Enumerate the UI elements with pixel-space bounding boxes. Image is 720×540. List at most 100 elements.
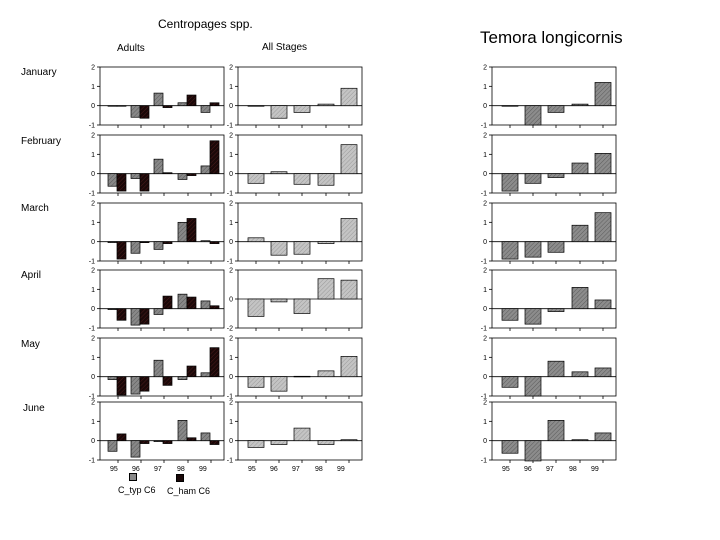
temora-april-ytick-label: 2 — [483, 268, 487, 275]
allstages-january-bar — [340, 87, 358, 107]
adults-april-ytick-label: 2 — [91, 268, 95, 275]
temora-february-ytick-label: -1 — [481, 191, 487, 198]
adults-june-ham-bar — [162, 440, 173, 444]
allstages-february-bar — [293, 173, 311, 185]
allstages-june-xtick-label: 98 — [315, 466, 323, 473]
month-label-february: February — [21, 136, 62, 147]
allstages-february-bar — [317, 173, 335, 186]
temora-may-bar — [547, 360, 565, 378]
adults-april-ham-bar — [209, 305, 220, 310]
adults-march-typ-bar — [200, 240, 211, 243]
adults-march-ham-bar — [186, 218, 197, 243]
allstages-may-ytick-label: 0 — [229, 374, 233, 381]
adults-april-frame — [99, 269, 225, 329]
temora-january-ytick-label: -1 — [481, 123, 487, 130]
legend-ham-swatch — [176, 474, 184, 482]
temora-march-ytick-label: -1 — [481, 259, 487, 266]
allstages-april-ytick-label: 2 — [229, 268, 233, 275]
adults-june-ytick-label: 0 — [91, 438, 95, 445]
allstages-may-ytick-label: 1 — [229, 355, 233, 362]
adults-june-ham-bar — [116, 433, 127, 442]
adults-february-ytick-label: 2 — [91, 133, 95, 140]
temora-january-bar — [547, 105, 565, 113]
adults-february-ham-bar — [209, 140, 220, 175]
adults-january-typ-bar — [200, 105, 211, 113]
adults-february-ytick-label: -1 — [89, 191, 95, 198]
temora-april-frame — [491, 269, 617, 329]
allstages-february-ytick-label: 0 — [229, 171, 233, 178]
adults-february-ham-bar — [186, 173, 197, 176]
temora-april-bar — [571, 287, 589, 310]
month-label-january: January — [21, 67, 57, 78]
temora-june-bar — [571, 439, 589, 442]
allstages-may-bar — [247, 376, 265, 388]
allstages-june-bar — [317, 440, 335, 445]
temora-april-ytick-label: 0 — [483, 306, 487, 313]
allstages-february-bar — [340, 144, 358, 175]
temora-march-frame — [491, 202, 617, 262]
allstages-march-bar — [247, 237, 265, 243]
month-label-june: June — [23, 403, 45, 414]
adults-february-typ-bar — [177, 173, 188, 180]
adults-may-ham-bar — [209, 347, 220, 378]
temora-march-bar — [594, 212, 612, 243]
adults-january-ham-bar — [116, 105, 127, 107]
allstages-march-bar — [293, 241, 311, 255]
allstages-april-bar — [293, 298, 311, 314]
temora-june-frame — [491, 401, 617, 461]
temora-march-ytick-label: 0 — [483, 239, 487, 246]
allstages-february-bar — [247, 173, 265, 184]
allstages-march-bar — [270, 241, 288, 256]
allstages-january-bar — [293, 105, 311, 113]
temora-may-frame — [491, 337, 617, 397]
temora-june-xtick-label: 99 — [591, 466, 599, 473]
adults-february-typ-bar — [130, 173, 141, 179]
temora-january-ytick-label: 1 — [483, 84, 487, 91]
adults-may-ham-bar — [139, 376, 150, 392]
allstages-march-bar — [340, 218, 358, 243]
allstages-february-frame — [237, 134, 363, 194]
temora-february-ytick-label: 1 — [483, 152, 487, 159]
allstages-may-bar — [270, 376, 288, 392]
adults-may-typ-bar — [177, 376, 188, 380]
allstages-march-ytick-label: 1 — [229, 220, 233, 227]
allstages-may-bar — [293, 375, 311, 378]
temora-january-ytick-label: 0 — [483, 103, 487, 110]
allstages-april-ytick-label: 0 — [229, 297, 233, 304]
adults-june-typ-bar — [130, 440, 141, 458]
temora-june-bar — [524, 440, 542, 462]
allstages-january-ytick-label: 2 — [229, 65, 233, 72]
adults-april-ham-bar — [139, 308, 150, 325]
adults-april-ytick-label: 0 — [91, 306, 95, 313]
adults-header: Adults — [117, 43, 145, 54]
allstages-june-xtick-label: 99 — [337, 466, 345, 473]
allstages-june-xtick-label: 96 — [270, 466, 278, 473]
temora-june-xtick-label: 95 — [502, 466, 510, 473]
centropages-title: Centropages spp. — [158, 17, 253, 31]
allstages-march-ytick-label: 0 — [229, 239, 233, 246]
temora-january-bar — [594, 82, 612, 107]
adults-may-ham-bar — [116, 376, 127, 396]
adults-march-ham-bar — [139, 241, 150, 243]
adults-april-typ-bar — [153, 308, 164, 315]
allstages-june-ytick-label: 1 — [229, 419, 233, 426]
adults-march-ham-bar — [162, 241, 173, 244]
temora-may-bar — [501, 376, 519, 388]
allstages-may-ytick-label: -1 — [227, 394, 233, 401]
adults-march-ytick-label: 2 — [91, 201, 95, 208]
adults-january-ytick-label: 1 — [91, 84, 95, 91]
allstages-june-xtick-label: 97 — [292, 466, 300, 473]
adults-may-ytick-label: 0 — [91, 374, 95, 381]
temora-february-bar — [524, 173, 542, 184]
temora-june-ytick-label: 2 — [483, 400, 487, 407]
adults-march-ham-bar — [209, 241, 220, 244]
adults-june-xtick-label: 99 — [199, 466, 207, 473]
allstages-may-frame — [237, 337, 363, 397]
temora-june-ytick-label: 0 — [483, 438, 487, 445]
adults-june-xtick-label: 97 — [154, 466, 162, 473]
temora-may-bar — [594, 367, 612, 378]
legend-ham-label: C_ham C6 — [167, 486, 211, 496]
temora-june-ytick-label: -1 — [481, 458, 487, 465]
allstages-january-bar — [317, 103, 335, 107]
adults-april-typ-bar — [107, 308, 118, 310]
